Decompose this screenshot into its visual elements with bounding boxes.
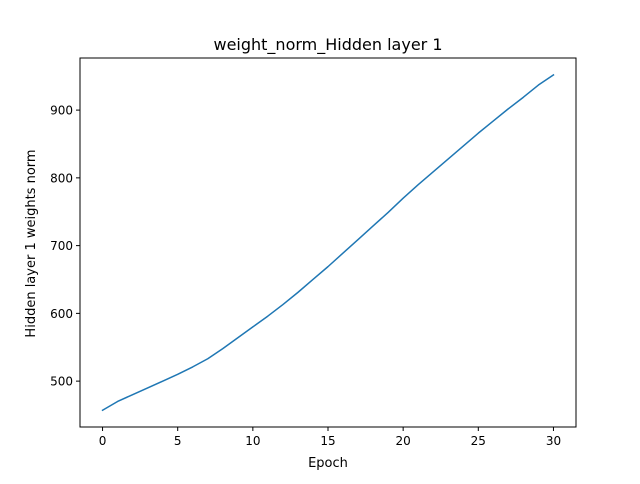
series-line-0 xyxy=(101,73,555,412)
y-axis: 500 600 700 800 900 xyxy=(50,104,80,389)
x-tick-label: 15 xyxy=(320,434,335,448)
y-tick-label: 800 xyxy=(50,171,73,185)
chart-title: weight_norm_Hidden layer 1 xyxy=(213,35,442,55)
x-tick-label: 5 xyxy=(174,434,182,448)
x-tick-label: 20 xyxy=(396,434,411,448)
y-tick-label: 700 xyxy=(50,239,73,253)
x-tick-label: 25 xyxy=(471,434,486,448)
y-tick-label: 500 xyxy=(50,375,73,389)
y-tick-label: 600 xyxy=(50,307,73,321)
x-tick-label: 0 xyxy=(99,434,107,448)
x-axis-label: Epoch xyxy=(308,456,348,471)
x-tick-label: 30 xyxy=(546,434,561,448)
x-tick-label: 10 xyxy=(245,434,260,448)
plot-frame xyxy=(79,57,577,428)
plot-area xyxy=(101,73,555,412)
y-axis-label: Hidden layer 1 weights norm xyxy=(24,149,39,337)
x-axis: 0 5 10 15 20 25 30 xyxy=(99,427,561,448)
y-tick-label: 900 xyxy=(50,104,73,118)
